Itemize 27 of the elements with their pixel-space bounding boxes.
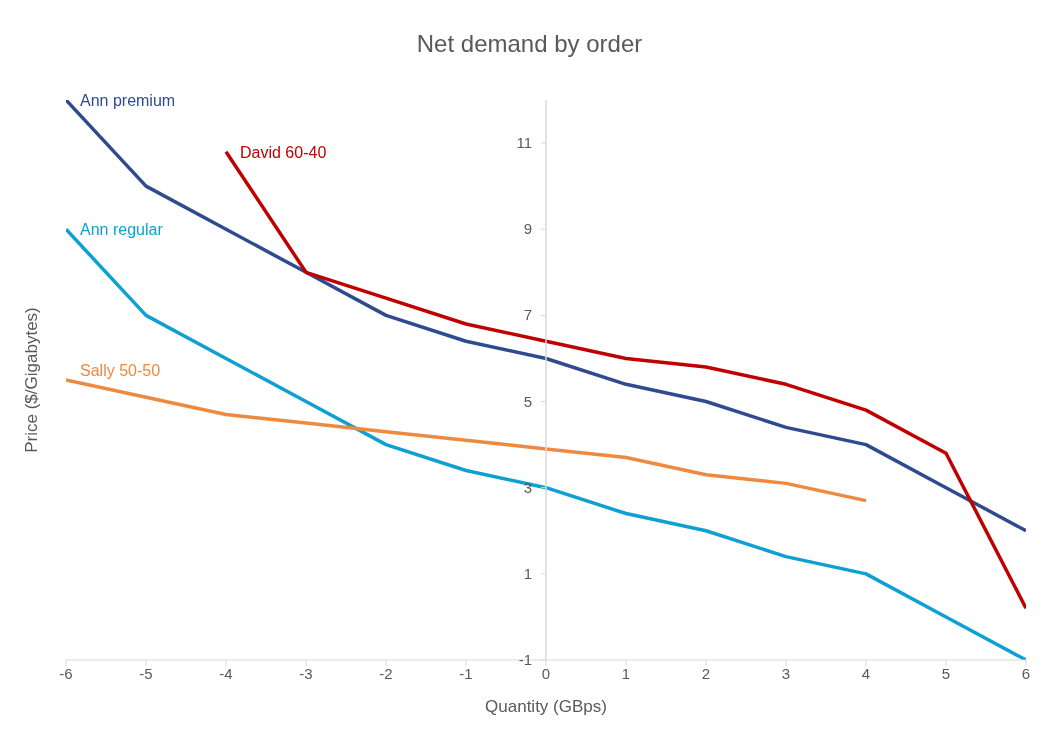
chart-title: Net demand by order bbox=[415, 29, 644, 59]
x-tick-label: 4 bbox=[861, 664, 871, 682]
line-series bbox=[66, 378, 868, 503]
x-tick-label: 3 bbox=[781, 664, 791, 682]
x-tick-label: 1 bbox=[621, 664, 631, 682]
x-tick-label: -3 bbox=[299, 664, 313, 682]
x-tick-label: 6 bbox=[1021, 664, 1031, 682]
x-tick-label: -4 bbox=[219, 664, 233, 682]
x-tick-label: -2 bbox=[379, 664, 393, 682]
y-tick-label: 9 bbox=[523, 220, 532, 238]
series-label: Ann premium bbox=[80, 92, 176, 109]
series-label: David 60-40 bbox=[240, 143, 327, 161]
series-label: Ann regular bbox=[80, 221, 164, 239]
x-tick-label: -1 bbox=[459, 664, 473, 682]
y-tick-label: 5 bbox=[523, 392, 532, 410]
y-tick-label: 7 bbox=[523, 306, 532, 324]
series-label: Sally 50-50 bbox=[80, 362, 161, 379]
y-tick-label: 11 bbox=[516, 134, 532, 152]
x-tick-label: 5 bbox=[941, 664, 951, 682]
y-axis-title: Price ($/Gigabytes) bbox=[22, 307, 42, 453]
y-tick-label: -1 bbox=[518, 651, 532, 668]
x-tick-label: 0 bbox=[541, 664, 551, 682]
y-tick-label: 1 bbox=[523, 564, 532, 582]
x-axis-title: Quantity (GBps) bbox=[485, 697, 607, 716]
x-tick-label: -5 bbox=[139, 664, 153, 682]
x-tick-label: 2 bbox=[701, 664, 711, 682]
x-tick-label: -6 bbox=[59, 664, 73, 682]
